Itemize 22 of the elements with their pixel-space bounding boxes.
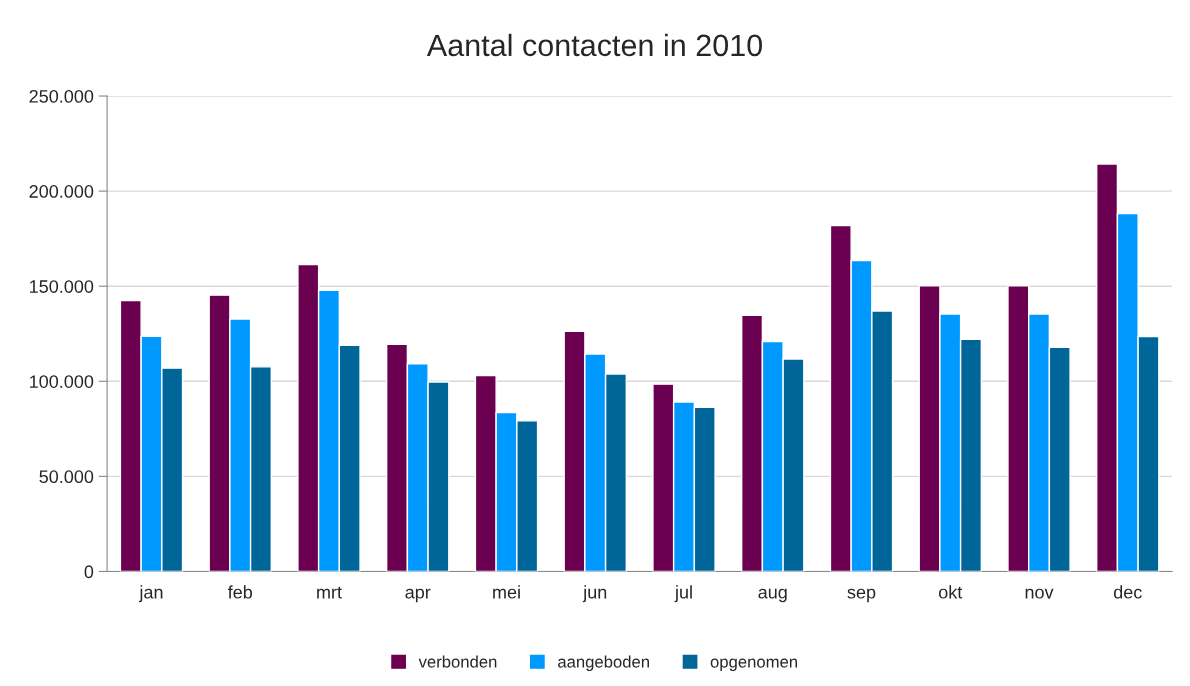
y-tick-label: 150.000 (30, 280, 94, 293)
x-tick-label: sep (847, 588, 876, 603)
x-tick-label: apr (405, 588, 431, 603)
x-tick-label: jul (674, 585, 692, 603)
x-tick-label: mei (493, 585, 520, 599)
x-tick-label: okt (938, 585, 963, 599)
y-tick-label: 0 (84, 565, 94, 579)
x-tick-label: dec (1113, 585, 1142, 599)
x-tick-label: aug (758, 588, 787, 603)
chart-title: Aantal contacten in 2010 (426, 33, 762, 57)
legend-label: verbonden (418, 655, 497, 668)
y-tick-label: 200.000 (29, 185, 94, 198)
y-tick-label: 250.000 (29, 89, 94, 103)
x-tick-label: nov (1025, 588, 1054, 599)
legend-label: aangeboden (558, 655, 649, 671)
x-tick-label: jun (582, 585, 607, 603)
y-tick-label: 100.000 (30, 375, 94, 388)
legend-label: opgenomen (710, 658, 797, 671)
y-tick-label: 50.000 (39, 470, 94, 484)
x-tick-label: jan (138, 585, 163, 603)
x-tick-label: feb (227, 585, 253, 599)
x-tick-label: mrt (317, 586, 342, 599)
